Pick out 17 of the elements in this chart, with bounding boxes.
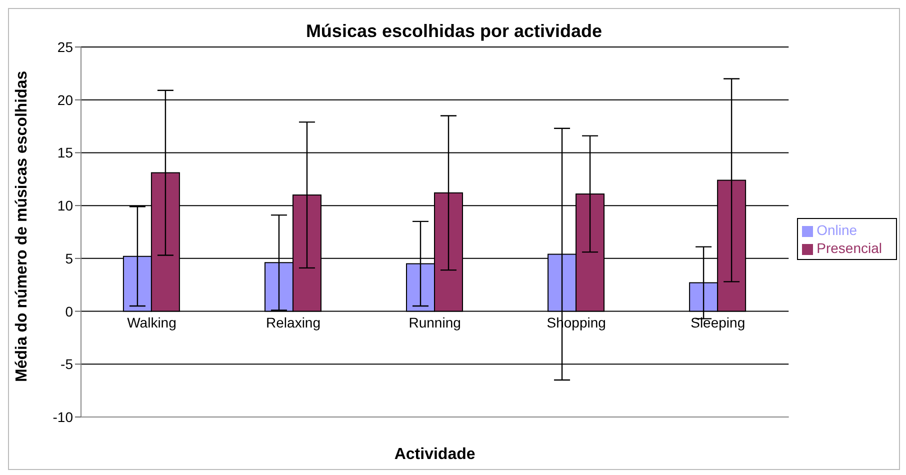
x-tick-label: Walking	[127, 314, 176, 330]
legend-label: Presencial	[816, 240, 882, 256]
chart-title: Músicas escolhidas por actividade	[306, 21, 602, 41]
y-tick-label: 5	[65, 250, 74, 266]
y-tick-label: -10	[52, 408, 74, 425]
y-tick-label: 25	[57, 38, 74, 55]
y-tick-label: 15	[57, 144, 74, 161]
y-axis-title: Média do número de músicas escolhidas	[14, 70, 31, 382]
legend-label: Online	[816, 222, 858, 238]
x-tick-label: Relaxing	[266, 314, 321, 330]
x-tick-label: Running	[408, 314, 461, 330]
y-tick-label: 0	[65, 303, 74, 320]
y-tick-label: 10	[57, 198, 74, 214]
x-axis-title: Actividade	[394, 446, 476, 463]
y-tick-label: 20	[57, 92, 74, 108]
x-tick-label: Sleeping	[690, 314, 746, 330]
y-tick-label: -5	[60, 356, 74, 372]
